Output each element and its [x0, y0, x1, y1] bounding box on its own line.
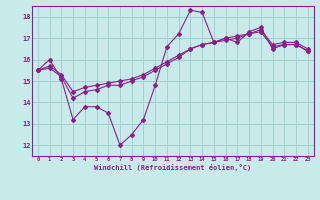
X-axis label: Windchill (Refroidissement éolien,°C): Windchill (Refroidissement éolien,°C) [94, 164, 252, 171]
